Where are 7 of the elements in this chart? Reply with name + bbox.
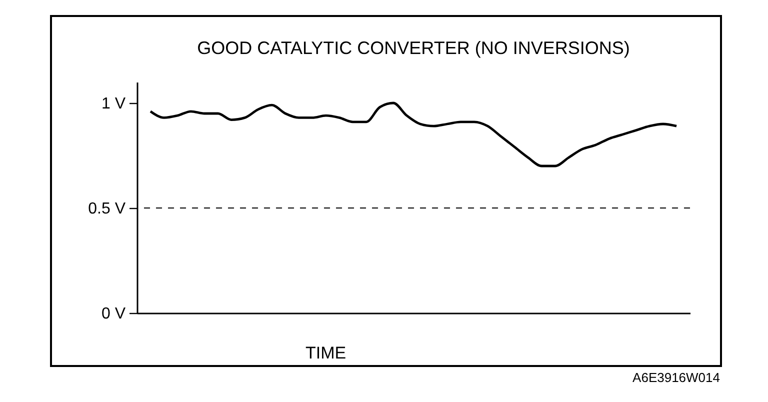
y-tick-label: 0.5 V (88, 200, 126, 218)
y-tick-label: 0 V (101, 306, 126, 322)
y-tick-label: 1 V (101, 96, 126, 112)
chart-title: GOOD CATALYTIC CONVERTER (NO INVERSIONS) (197, 38, 630, 58)
line-series (149, 102, 678, 168)
x-axis-title: TIME (306, 344, 346, 362)
text: A6E3916W014 (632, 370, 720, 385)
